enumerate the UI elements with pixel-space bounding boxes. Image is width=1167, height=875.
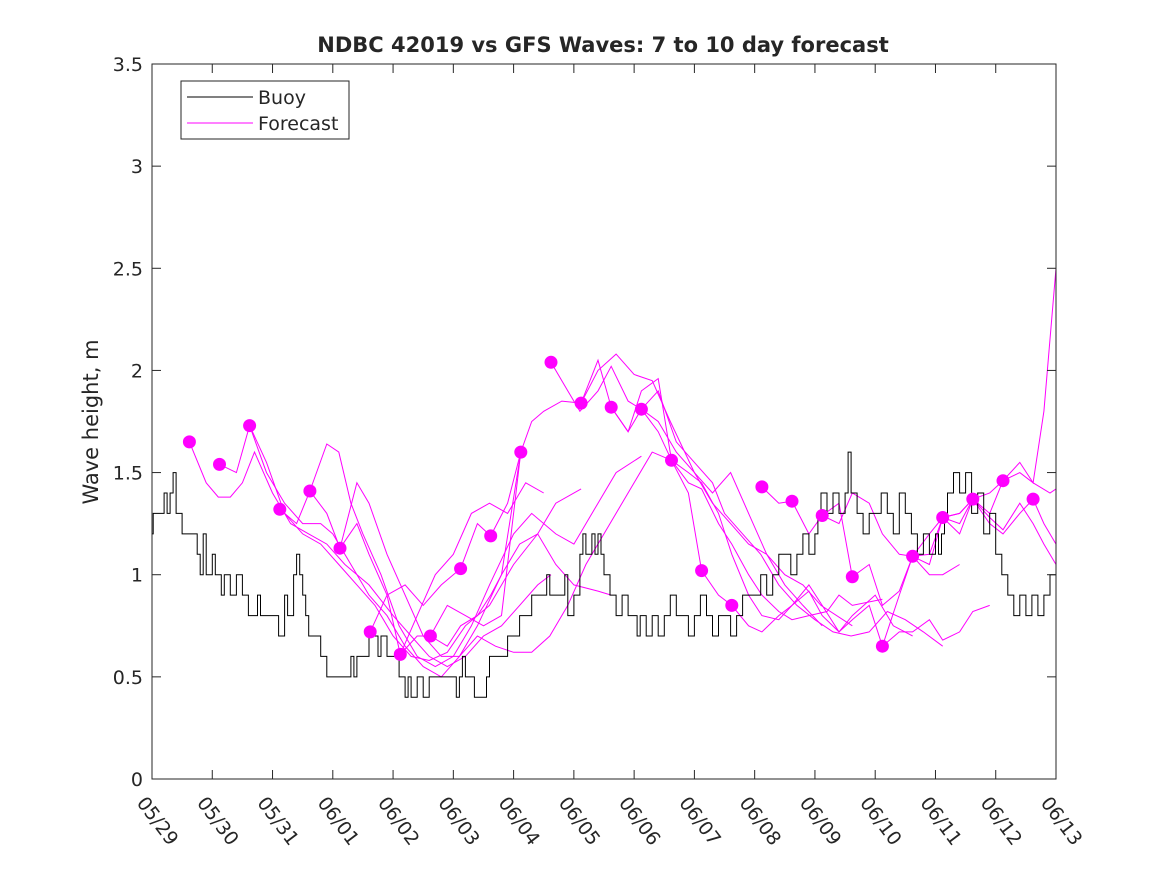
forecast-marker-20 [785, 494, 799, 508]
forecast-marker-2 [243, 419, 257, 433]
y-tick-label-3: 1.5 [113, 463, 143, 485]
forecast-line-5 [339, 452, 522, 656]
forecast-marker-3 [273, 502, 287, 516]
forecast-line-3 [279, 443, 642, 668]
forecast-marker-12 [544, 355, 558, 369]
forecast-marker-16 [665, 453, 678, 467]
forecast-line-2 [249, 425, 612, 678]
plot-area [152, 268, 1057, 698]
forecast-marker-9 [454, 562, 468, 576]
forecast-line-13 [641, 389, 943, 647]
forecast-marker-13 [574, 396, 588, 410]
forecast-marker-14 [604, 400, 618, 414]
forecast-marker-27 [996, 474, 1010, 488]
forecast-line-1 [219, 424, 582, 662]
forecast-line-4 [309, 451, 672, 657]
forecast-line-12 [610, 377, 913, 637]
y-tick-label-1: 0.5 [113, 667, 143, 689]
forecast-line-19 [942, 498, 1057, 565]
chart-title: NDBC 42019 vs GFS Waves: 7 to 10 day for… [317, 33, 888, 57]
forecast-marker-22 [845, 570, 859, 584]
forecast-marker-8 [423, 629, 437, 643]
forecast-line-10 [550, 362, 823, 627]
y-tick-label-0: 0 [131, 769, 143, 791]
y-tick-label-6: 3 [131, 156, 143, 178]
forecast-marker-18 [725, 598, 739, 612]
forecast-marker-26 [966, 492, 980, 506]
forecast-marker-28 [1026, 492, 1040, 506]
forecast-marker-17 [695, 564, 709, 578]
forecast-marker-10 [484, 529, 498, 543]
forecast-line-14 [671, 460, 990, 648]
forecast-marker-0 [182, 435, 196, 449]
forecast-marker-25 [936, 511, 950, 524]
forecast-marker-21 [815, 509, 829, 522]
forecast-marker-5 [333, 541, 347, 555]
forecast-line-8 [430, 452, 522, 647]
legend: Buoy Forecast [180, 80, 350, 140]
forecast-marker-24 [906, 549, 920, 563]
legend-box [180, 80, 350, 140]
legend-forecast-label: Forecast [258, 113, 338, 135]
plot-frame [151, 63, 1057, 780]
forecast-marker-4 [303, 484, 317, 498]
forecast-marker-19 [755, 480, 769, 494]
y-tick-label-4: 2 [131, 360, 143, 382]
forecast-marker-7 [393, 647, 407, 661]
y-tick-label-5: 2.5 [113, 258, 143, 280]
y-tick-label-2: 1 [131, 565, 143, 587]
buoy-line [152, 451, 1057, 698]
y-axis-ticks: 0 0.5 1 1.5 2 2.5 3 3.5 [113, 54, 1056, 791]
y-tick-label-7: 3.5 [113, 54, 143, 76]
forecast-marker-23 [875, 639, 889, 653]
legend-buoy-label: Buoy [258, 87, 306, 109]
forecast-marker-15 [634, 402, 648, 416]
y-axis-label: Wave height, m [79, 339, 103, 504]
forecast-marker-1 [213, 457, 226, 471]
forecast-line-7 [399, 482, 544, 655]
forecast-marker-6 [363, 625, 377, 639]
forecast-marker-11 [514, 445, 528, 459]
forecast-line-9 [520, 353, 853, 627]
forecast-line-6 [369, 451, 522, 633]
